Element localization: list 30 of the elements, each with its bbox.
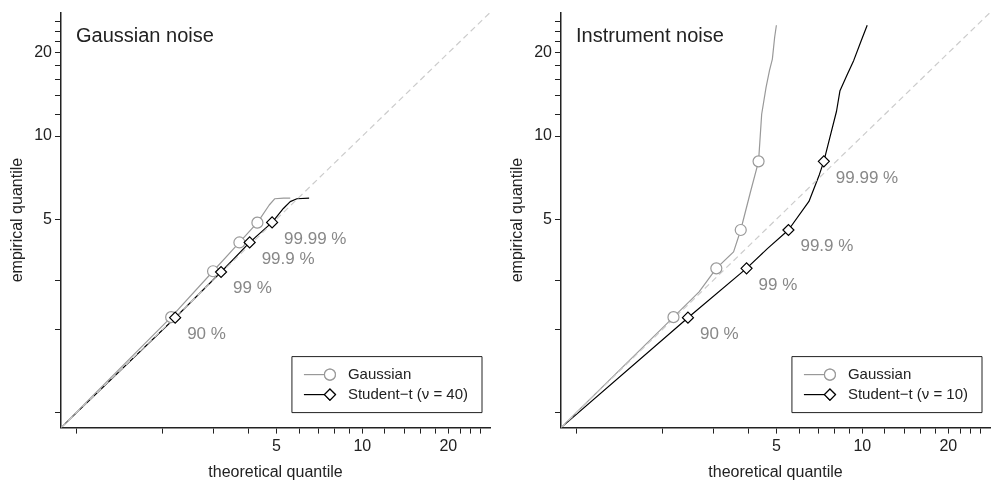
x-tick-label: 20 bbox=[439, 436, 458, 454]
legend-label: Gaussian bbox=[847, 364, 912, 382]
x-axis-title: theoretical quantile bbox=[708, 462, 843, 480]
x-tick-label: 10 bbox=[353, 436, 372, 454]
y-tick-label: 10 bbox=[534, 126, 553, 144]
annotation: 99.99 % bbox=[284, 228, 347, 248]
y-axis-title: empirical quantile bbox=[508, 157, 526, 283]
annotation: 99.9 % bbox=[800, 236, 854, 256]
annotation: 90 % bbox=[187, 323, 226, 343]
x-tick-label: 10 bbox=[853, 436, 872, 454]
annotation: 90 % bbox=[699, 323, 739, 343]
annotation: 99.99 % bbox=[835, 167, 899, 187]
x-tick-label: 5 bbox=[771, 436, 781, 454]
text: Gaussian noise bbox=[76, 24, 214, 47]
legend-label: Student−t (ν = 10) bbox=[847, 384, 968, 402]
y-tick-label: 5 bbox=[543, 209, 553, 227]
x-tick-label: 20 bbox=[939, 436, 958, 454]
annotation: 99.9 % bbox=[261, 248, 315, 268]
y-tick-label: 20 bbox=[34, 43, 53, 61]
x-axis-title: theoretical quantile bbox=[208, 462, 343, 480]
y-axis-title: empirical quantile bbox=[8, 157, 26, 283]
y-tick-label: 10 bbox=[34, 126, 53, 144]
y-tick-label: 20 bbox=[534, 43, 553, 61]
annotation: 99 % bbox=[758, 274, 798, 294]
annotation: 99 % bbox=[233, 278, 272, 298]
y-tick-label: 5 bbox=[43, 209, 53, 227]
legend-label: Student−t (ν = 40) bbox=[347, 384, 468, 402]
x-tick-label: 5 bbox=[271, 436, 281, 454]
text: Instrument noise bbox=[576, 24, 724, 47]
legend-label: Gaussian bbox=[347, 364, 412, 382]
